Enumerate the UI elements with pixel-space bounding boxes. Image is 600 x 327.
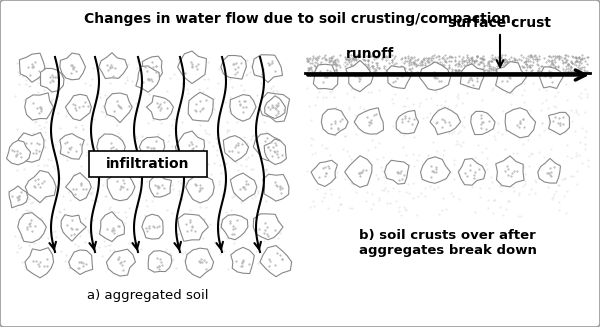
Polygon shape (346, 60, 373, 92)
Polygon shape (65, 95, 91, 121)
Polygon shape (97, 134, 125, 163)
Polygon shape (265, 96, 286, 118)
Text: a) aggregated soil: a) aggregated soil (87, 288, 208, 301)
Polygon shape (60, 53, 85, 80)
Polygon shape (7, 140, 31, 165)
Polygon shape (221, 215, 248, 240)
Polygon shape (60, 134, 84, 159)
Polygon shape (471, 112, 495, 135)
Polygon shape (421, 157, 451, 183)
Polygon shape (322, 109, 348, 135)
Polygon shape (344, 156, 372, 187)
Polygon shape (460, 64, 484, 89)
Bar (89, 151, 207, 177)
Polygon shape (230, 173, 257, 201)
Polygon shape (99, 53, 127, 78)
Text: infiltration: infiltration (106, 157, 190, 171)
Polygon shape (253, 214, 283, 240)
Polygon shape (221, 56, 247, 79)
Polygon shape (19, 132, 44, 162)
Polygon shape (104, 93, 132, 123)
Polygon shape (263, 174, 289, 201)
Polygon shape (230, 95, 256, 121)
Polygon shape (260, 246, 292, 277)
Polygon shape (178, 214, 208, 241)
Polygon shape (41, 68, 64, 92)
Text: b) soil crusts over after
aggregates break down: b) soil crusts over after aggregates bre… (359, 229, 536, 257)
Polygon shape (61, 215, 86, 241)
Polygon shape (385, 160, 409, 184)
Polygon shape (65, 173, 91, 201)
Polygon shape (107, 172, 135, 201)
Text: surface crust: surface crust (449, 16, 551, 30)
Polygon shape (175, 131, 205, 163)
Polygon shape (313, 64, 338, 90)
Polygon shape (25, 170, 56, 203)
Polygon shape (396, 111, 419, 134)
Polygon shape (539, 67, 563, 89)
Polygon shape (69, 250, 92, 274)
Polygon shape (142, 214, 163, 239)
Polygon shape (548, 112, 569, 135)
Polygon shape (9, 186, 28, 208)
Polygon shape (259, 93, 290, 122)
Polygon shape (139, 137, 165, 158)
Polygon shape (538, 159, 560, 183)
Polygon shape (19, 53, 45, 82)
Polygon shape (354, 108, 383, 134)
Polygon shape (496, 61, 526, 93)
Text: Changes in water flow due to soil crusting/compaction.: Changes in water flow due to soil crusti… (84, 12, 516, 26)
Polygon shape (178, 51, 206, 83)
Polygon shape (223, 136, 248, 162)
Polygon shape (253, 55, 283, 82)
Polygon shape (231, 247, 254, 274)
Polygon shape (141, 56, 163, 81)
Polygon shape (188, 92, 213, 121)
Polygon shape (419, 62, 451, 90)
Text: runoff: runoff (346, 47, 394, 61)
Polygon shape (106, 249, 136, 276)
Polygon shape (25, 248, 53, 278)
Polygon shape (430, 108, 461, 135)
Polygon shape (149, 176, 172, 197)
Polygon shape (136, 66, 160, 92)
Polygon shape (17, 213, 46, 243)
Polygon shape (387, 66, 410, 89)
Polygon shape (458, 159, 485, 185)
Polygon shape (186, 173, 214, 203)
Polygon shape (253, 133, 281, 161)
Polygon shape (264, 139, 286, 164)
Polygon shape (25, 93, 53, 120)
Polygon shape (505, 108, 536, 138)
Polygon shape (146, 95, 173, 120)
Polygon shape (311, 160, 337, 186)
Polygon shape (100, 212, 124, 242)
Polygon shape (148, 251, 172, 272)
Polygon shape (496, 156, 524, 187)
Polygon shape (185, 248, 214, 278)
